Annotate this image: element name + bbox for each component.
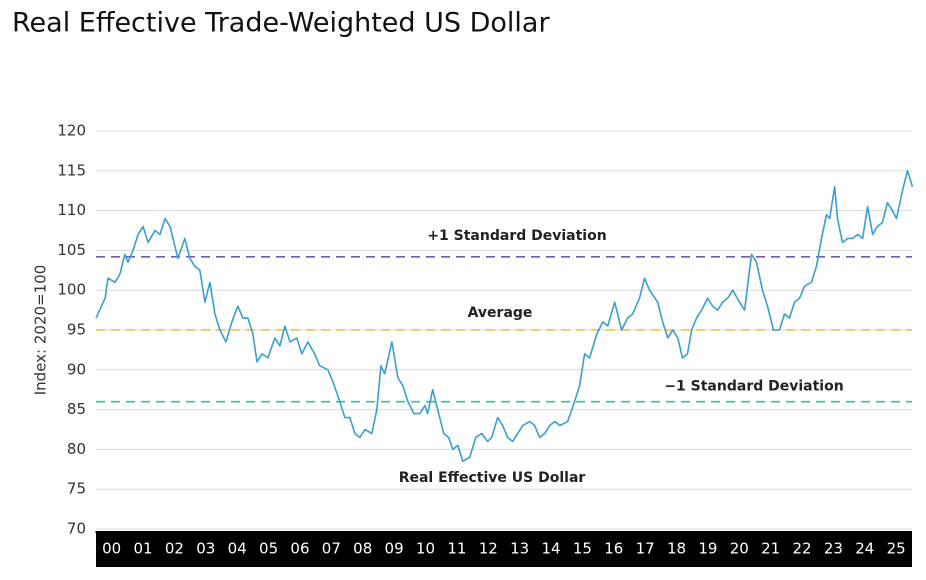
x-tick-label: 03 <box>196 540 215 558</box>
y-tick-label: 105 <box>57 241 86 259</box>
x-tick-label: 15 <box>573 540 592 558</box>
x-tick-label: 18 <box>667 540 686 558</box>
x-tick-label: 17 <box>636 540 655 558</box>
y-tick-label: 75 <box>67 480 86 498</box>
y-tick-label: 100 <box>57 281 86 299</box>
x-tick-label: 07 <box>322 540 341 558</box>
x-tick-label: 16 <box>604 540 623 558</box>
chart-title: Real Effective Trade-Weighted US Dollar <box>12 8 550 39</box>
y-tick-label: 90 <box>67 360 86 378</box>
x-tick-label: 21 <box>761 540 780 558</box>
y-tick-label: 80 <box>67 440 86 458</box>
x-tick-label: 09 <box>385 540 404 558</box>
x-tick-label: 25 <box>887 540 906 558</box>
series-label: Real Effective US Dollar <box>399 470 586 486</box>
x-tick-label: 01 <box>134 540 153 558</box>
y-tick-label: 110 <box>57 201 86 219</box>
x-tick-label: 22 <box>792 540 811 558</box>
reference-label: −1 Standard Deviation <box>664 379 843 395</box>
x-tick-label: 19 <box>698 540 717 558</box>
y-tick-label: 70 <box>67 520 86 538</box>
series-line <box>95 170 914 463</box>
y-tick-label: 95 <box>67 321 86 339</box>
reference-label: +1 Standard Deviation <box>427 228 606 244</box>
x-tick-label: 11 <box>447 540 466 558</box>
x-tick-label: 00 <box>102 540 121 558</box>
x-tick-label: 13 <box>510 540 529 558</box>
reference-label: Average <box>468 305 533 321</box>
x-tick-label: 04 <box>228 540 247 558</box>
y-axis-label: Index: 2020=100 <box>32 265 50 396</box>
x-tick-label: 20 <box>730 540 749 558</box>
y-tick-label: 115 <box>57 161 86 179</box>
x-tick-label: 23 <box>824 540 843 558</box>
x-tick-label: 14 <box>541 540 560 558</box>
x-tick-label: 08 <box>353 540 372 558</box>
x-tick-label: 12 <box>479 540 498 558</box>
x-tick-label: 05 <box>259 540 278 558</box>
x-tick-label: 02 <box>165 540 184 558</box>
x-tick-label: 24 <box>855 540 874 558</box>
x-tick-label: 06 <box>290 540 309 558</box>
x-tick-label: 10 <box>416 540 435 558</box>
y-tick-label: 120 <box>57 122 86 140</box>
x-axis-band <box>96 531 912 567</box>
y-tick-label: 85 <box>67 400 86 418</box>
